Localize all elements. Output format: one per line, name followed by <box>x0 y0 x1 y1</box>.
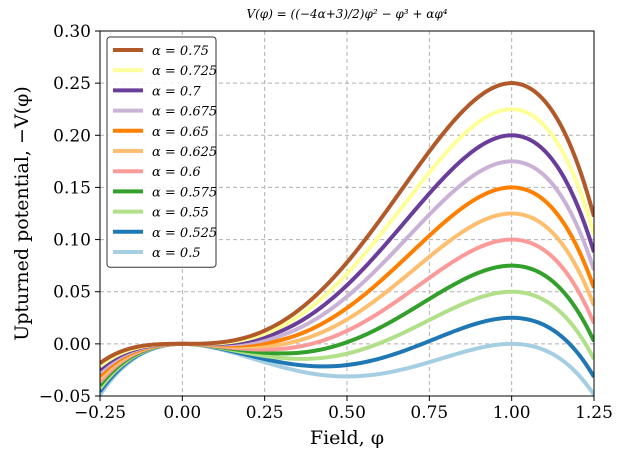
legend-label: α = 0.5 <box>152 246 201 261</box>
legend: α = 0.75 α = 0.725 α = 0.7 α = 0.675 α = 0.6… <box>106 36 217 268</box>
legend-label: α = 0.75 <box>152 44 209 59</box>
y-tick-label: 0.00 <box>53 335 91 355</box>
x-tick-label: 0.00 <box>163 403 201 423</box>
x-tick-label: 0.75 <box>410 403 448 423</box>
x-tick-label: 1.00 <box>493 403 531 423</box>
y-tick-label: 0.20 <box>53 126 91 146</box>
x-tick-label: −0.25 <box>74 403 126 423</box>
x-tick-label: 1.25 <box>575 403 613 423</box>
chart-title: V(φ) = ((−4α+3)/2)φ² − φ³ + αφ⁴ <box>246 7 447 21</box>
y-tick-label: 0.10 <box>53 231 91 251</box>
x-tick-label: 0.25 <box>246 403 284 423</box>
series-line-alpha-0-75 <box>100 81 594 365</box>
legend-label: α = 0.65 <box>152 125 209 140</box>
y-tick-label: 0.25 <box>53 74 91 94</box>
legend-label: α = 0.575 <box>152 185 217 200</box>
y-axis-label: Upturned potential, −V(φ) <box>11 86 33 341</box>
x-tick-label: 0.50 <box>328 403 366 423</box>
legend-label: α = 0.7 <box>152 84 201 99</box>
y-tick-label: −0.05 <box>39 387 91 407</box>
legend-label: α = 0.725 <box>152 64 217 79</box>
legend-label: α = 0.625 <box>152 145 217 160</box>
legend-label: α = 0.525 <box>152 226 217 241</box>
ticks: −0.25 0.00 0.25 0.50 0.75 1.00 1.25 −0.05 0.00 0.… <box>39 22 613 423</box>
legend-label: α = 0.6 <box>152 165 201 180</box>
legend-label: α = 0.675 <box>152 105 217 120</box>
x-axis-label: Field, φ <box>310 427 384 449</box>
y-tick-label: 0.05 <box>53 283 91 303</box>
legend-label: α = 0.55 <box>152 206 209 221</box>
y-tick-label: 0.15 <box>53 178 91 198</box>
y-tick-label: 0.30 <box>53 22 91 42</box>
series-layer <box>100 81 594 396</box>
